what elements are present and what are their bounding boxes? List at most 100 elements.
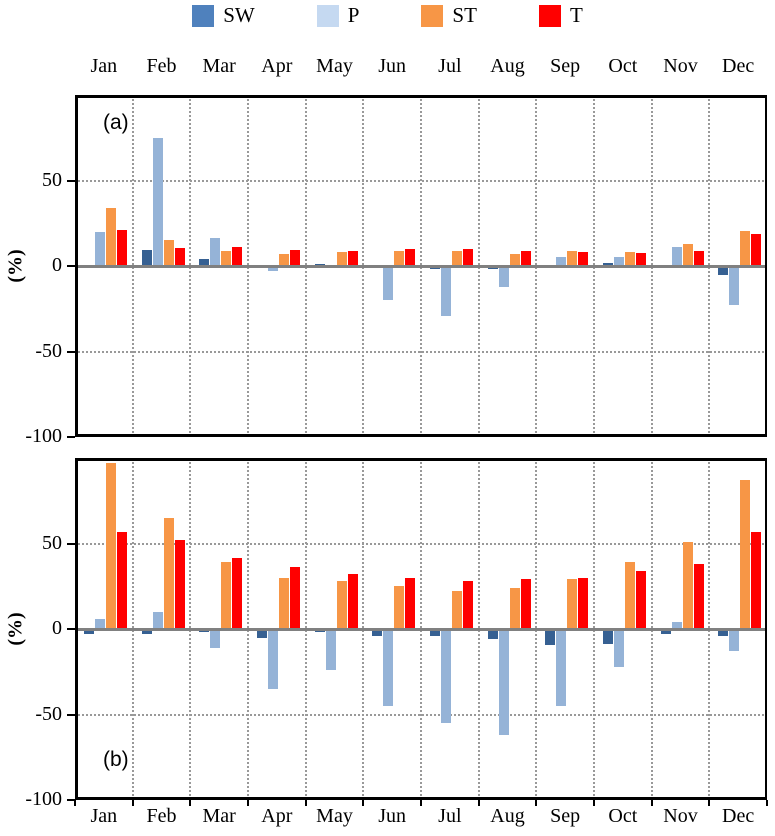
bar-t: [578, 577, 589, 629]
bar-st: [740, 480, 751, 629]
legend-label-p: P: [347, 3, 360, 27]
panel-label: (b): [103, 748, 129, 771]
bar-p: [671, 622, 682, 629]
bar-t: [636, 570, 646, 629]
bar-p: [441, 629, 451, 724]
y-axis-tick-label: 50: [42, 531, 62, 554]
y-axis-tick-label: 50: [42, 168, 62, 191]
bar-sw: [257, 629, 267, 638]
legend-item-t: T: [538, 3, 583, 28]
bar-sw: [199, 259, 210, 266]
y-axis-tick: [67, 265, 75, 267]
bar-t: [520, 250, 531, 266]
month-label-dec-top: Dec: [722, 55, 755, 77]
bar-p: [95, 618, 105, 629]
bar-st: [279, 254, 289, 266]
y-axis-tick: [67, 350, 75, 353]
bar-st: [567, 251, 578, 266]
month-label-jan-top: Jan: [90, 55, 118, 77]
y-axis-tick-label: -100: [25, 425, 62, 447]
y-axis-tick-label: -50: [35, 339, 62, 362]
month-label-dec-bottom: Dec: [722, 805, 755, 827]
y-axis-tick: [67, 799, 75, 801]
month-label-jun-top: Jun: [378, 55, 407, 77]
horizontal-gridline: [75, 542, 767, 545]
panel-border-right: [764, 458, 767, 800]
month-label-sep-top: Sep: [550, 55, 581, 77]
bar-t: [463, 581, 473, 629]
bar-st: [682, 541, 693, 629]
bar-p: [498, 629, 509, 736]
bar-sw: [603, 629, 613, 645]
month-label-may-bottom: May: [316, 805, 353, 827]
x-axis-tick: [766, 800, 768, 806]
x-axis-tick: [535, 800, 538, 806]
bar-sw: [314, 629, 325, 633]
bar-st: [279, 577, 289, 629]
x-axis-tick: [650, 800, 653, 806]
month-label-oct-bottom: Oct: [608, 805, 638, 827]
bar-st: [336, 581, 347, 629]
bar-sw: [372, 629, 383, 636]
legend-item-sw: SW: [192, 3, 255, 28]
bar-sw: [430, 629, 440, 636]
panel-label: (a): [103, 111, 129, 134]
bar-p: [556, 257, 567, 266]
legend: SW P ST T: [0, 3, 775, 28]
x-axis-tick: [593, 800, 595, 806]
bar-st: [106, 207, 116, 266]
bar-st: [682, 243, 693, 266]
zero-axis-line: [75, 264, 767, 268]
bar-sw: [660, 629, 671, 635]
bar-t: [174, 248, 185, 266]
y-axis-title: (%): [4, 249, 27, 283]
bar-t: [117, 531, 127, 629]
bar-st: [163, 517, 174, 629]
bar-p: [671, 247, 682, 266]
horizontal-gridline: [75, 713, 767, 716]
bar-t: [405, 577, 416, 629]
bar-t: [578, 252, 589, 266]
panel-border-bottom: [75, 434, 767, 437]
month-label-sep-bottom: Sep: [550, 805, 581, 827]
bar-t: [290, 567, 300, 629]
bar-t: [520, 579, 531, 629]
bar-sw: [718, 266, 729, 276]
bar-st: [394, 250, 405, 266]
bar-t: [174, 540, 185, 629]
horizontal-gridline: [75, 179, 767, 182]
bar-sw: [603, 262, 613, 266]
bar-sw: [718, 629, 729, 636]
y-axis-tick-label: 0: [52, 254, 62, 276]
x-axis-tick: [189, 800, 192, 806]
bar-sw: [487, 266, 498, 270]
y-axis-title: (%): [4, 612, 27, 646]
bar-sw: [487, 629, 498, 640]
x-axis-tick: [74, 800, 76, 806]
x-axis-tick: [362, 800, 365, 806]
bar-p: [383, 266, 394, 301]
bar-st: [625, 562, 635, 629]
bar-sw: [141, 629, 152, 635]
month-label-may-top: May: [316, 55, 353, 77]
x-axis-tick: [304, 800, 307, 806]
legend-label-t: T: [569, 3, 583, 27]
zero-axis-line: [75, 627, 767, 631]
month-label-nov-top: Nov: [663, 55, 698, 77]
bar-p: [498, 266, 509, 288]
bar-p: [441, 266, 451, 316]
bar-t: [463, 248, 473, 266]
month-label-jan-bottom: Jan: [90, 805, 118, 827]
bar-t: [290, 249, 300, 266]
legend-swatch-st: [421, 4, 444, 27]
x-axis-tick: [247, 800, 249, 806]
month-label-mar-bottom: Mar: [202, 805, 236, 827]
panel-a: (a): [75, 95, 767, 437]
bar-st: [567, 579, 578, 629]
bar-t: [751, 531, 762, 629]
bar-p: [383, 629, 394, 706]
bar-sw: [545, 629, 556, 646]
bar-st: [740, 230, 751, 266]
bar-t: [232, 247, 243, 266]
legend-label-st: ST: [452, 3, 477, 27]
